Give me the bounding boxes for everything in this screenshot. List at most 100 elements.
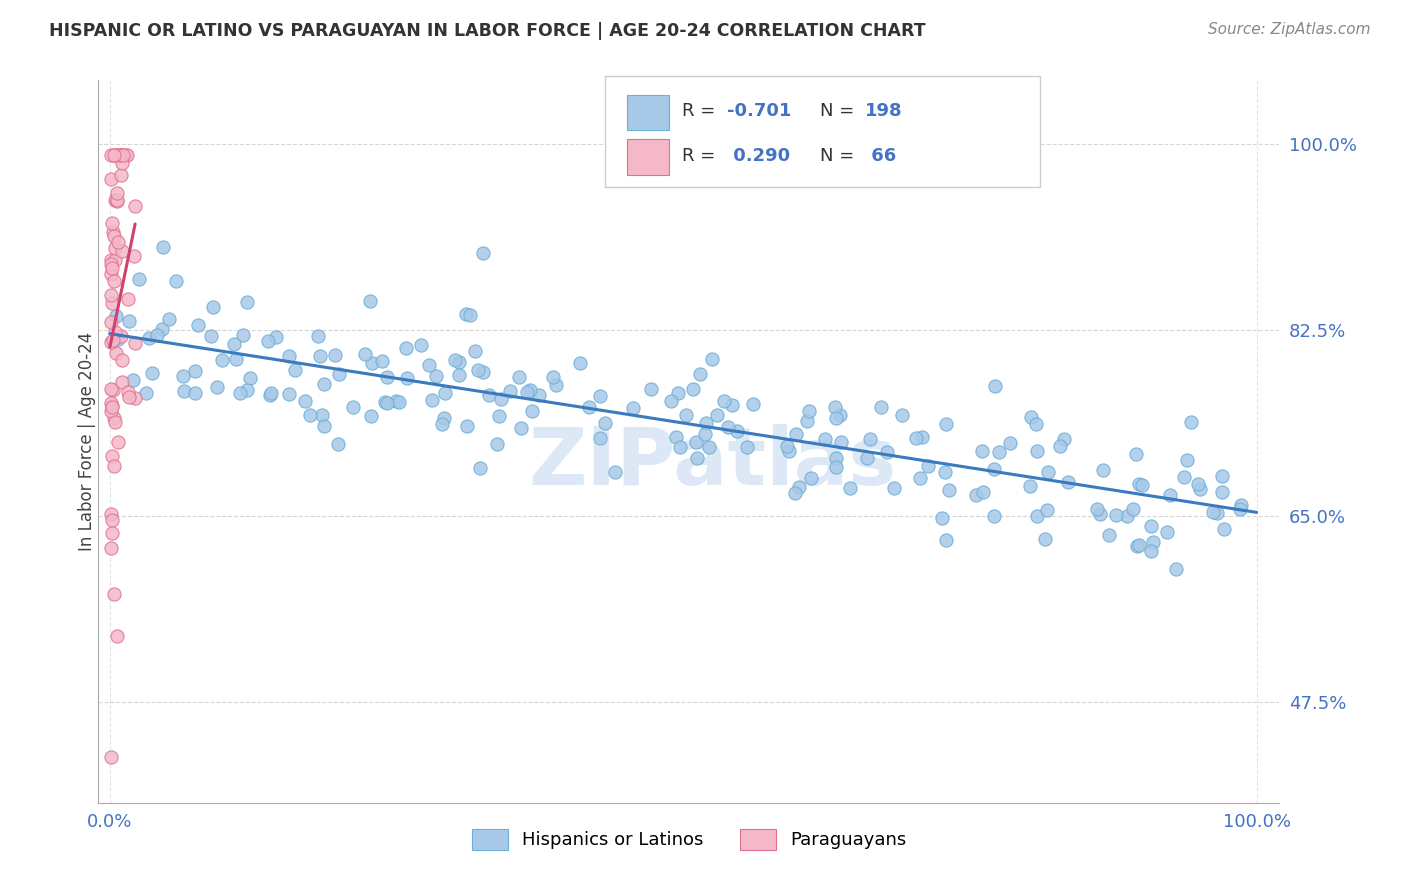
Point: [236, 295, 259, 310]
Text: N =: N =: [820, 147, 859, 165]
Point: [509, 421, 531, 435]
Point: [717, 420, 740, 434]
Point: [911, 429, 934, 443]
Point: [124, 392, 146, 406]
Point: [359, 294, 381, 309]
Point: [326, 437, 349, 451]
Point: [725, 425, 748, 439]
Point: [111, 147, 134, 161]
Y-axis label: In Labor Force | Age 20-24: In Labor Force | Age 20-24: [79, 332, 96, 551]
Point: [1206, 506, 1229, 520]
Point: [1025, 417, 1047, 432]
Point: [122, 249, 145, 263]
Point: [100, 404, 122, 418]
Point: [105, 629, 128, 643]
Point: [104, 194, 127, 208]
Point: [104, 241, 127, 255]
Point: [689, 367, 711, 381]
Point: [1021, 409, 1043, 424]
Point: [529, 388, 551, 402]
Point: [488, 409, 510, 423]
Point: [983, 509, 1005, 524]
Point: [935, 533, 957, 547]
Point: [1188, 483, 1211, 497]
Point: [665, 430, 688, 444]
Point: [706, 409, 728, 423]
Text: 66: 66: [865, 147, 896, 165]
Point: [825, 410, 848, 425]
Point: [277, 349, 299, 363]
Point: [124, 335, 146, 350]
Point: [108, 147, 131, 161]
Point: [544, 378, 567, 392]
Point: [1140, 519, 1163, 533]
Point: [825, 450, 848, 465]
Point: [277, 386, 299, 401]
Point: [934, 465, 956, 479]
Point: [184, 364, 207, 378]
Point: [478, 388, 501, 402]
Point: [211, 352, 233, 367]
Point: [1229, 502, 1251, 516]
Point: [100, 257, 122, 271]
Point: [110, 168, 132, 182]
Point: [1105, 508, 1128, 522]
Point: [118, 390, 141, 404]
Point: [778, 444, 800, 458]
Point: [328, 367, 350, 381]
Point: [141, 366, 163, 380]
Point: [682, 382, 704, 396]
Point: [1211, 485, 1233, 500]
Point: [1053, 432, 1076, 446]
Point: [589, 431, 612, 445]
Point: [229, 386, 252, 401]
Point: [467, 363, 489, 377]
Point: [101, 225, 124, 239]
Point: [508, 370, 530, 384]
Point: [796, 414, 818, 428]
Point: [666, 386, 689, 401]
Point: [578, 401, 600, 415]
Point: [101, 399, 124, 413]
Point: [998, 436, 1021, 450]
Text: 198: 198: [865, 103, 903, 120]
Point: [104, 147, 127, 161]
Point: [1142, 534, 1164, 549]
Point: [239, 371, 262, 385]
Point: [1116, 509, 1139, 524]
Point: [264, 330, 287, 344]
Point: [695, 417, 717, 431]
Point: [104, 416, 127, 430]
Point: [105, 186, 128, 200]
Point: [425, 368, 447, 383]
Point: [1164, 562, 1187, 576]
Point: [418, 358, 440, 372]
Point: [685, 434, 707, 449]
Point: [1122, 501, 1144, 516]
Point: [1159, 488, 1181, 502]
Point: [100, 260, 122, 275]
Point: [972, 444, 994, 458]
Point: [135, 385, 157, 400]
Point: [111, 352, 134, 367]
Point: [420, 393, 443, 408]
Point: [830, 435, 852, 450]
Point: [433, 386, 456, 401]
Point: [101, 400, 124, 414]
Point: [838, 481, 860, 495]
Point: [387, 394, 409, 409]
Point: [114, 147, 136, 161]
Point: [117, 292, 139, 306]
Point: [256, 334, 278, 348]
Text: R =: R =: [682, 103, 721, 120]
Point: [103, 459, 125, 474]
Point: [917, 459, 939, 474]
Point: [1211, 469, 1233, 483]
Point: [166, 274, 188, 288]
Point: [184, 386, 207, 401]
Legend: Hispanics or Latinos, Paraguayans: Hispanics or Latinos, Paraguayans: [463, 820, 915, 859]
Point: [103, 252, 125, 267]
Point: [236, 384, 259, 398]
Point: [104, 325, 127, 339]
Point: [987, 444, 1010, 458]
